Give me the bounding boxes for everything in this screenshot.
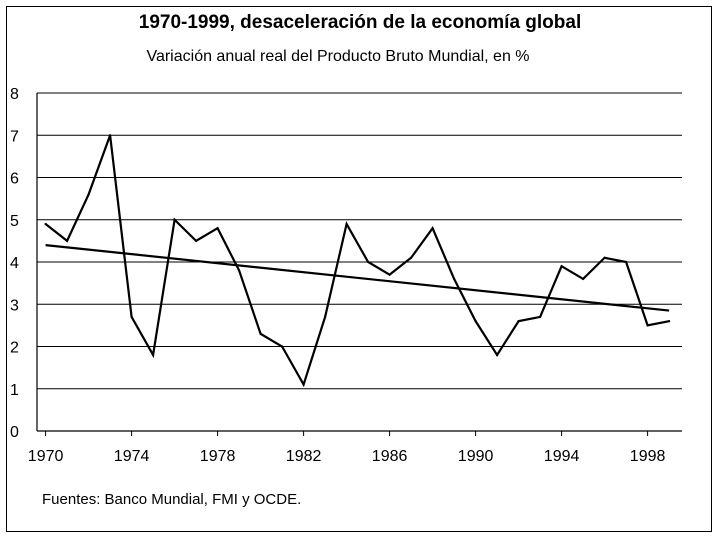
x-tick-label: 1998 xyxy=(630,448,666,465)
chart-subtitle: Variación anual real del Producto Bruto … xyxy=(146,48,530,65)
y-tick-label: 7 xyxy=(10,128,19,145)
data-point xyxy=(410,256,413,259)
data-point xyxy=(87,193,90,196)
data-point xyxy=(603,256,606,259)
y-tick-label: 4 xyxy=(10,255,19,272)
x-tick-labels: 1970 1974 1978 1982 1986 1990 1994 1998 xyxy=(28,448,666,465)
data-point xyxy=(216,227,219,230)
data-point xyxy=(582,277,585,280)
data-point xyxy=(130,315,133,319)
data-point xyxy=(539,315,542,319)
data-point xyxy=(560,265,563,268)
data-point xyxy=(668,320,671,323)
x-tick-label: 1970 xyxy=(28,448,64,465)
data-point xyxy=(281,345,284,348)
data-point xyxy=(453,277,456,280)
data-point xyxy=(345,222,348,226)
data-point xyxy=(431,227,434,230)
grid-lines xyxy=(37,92,682,390)
data-point xyxy=(388,273,391,276)
chart-frame xyxy=(6,6,712,532)
data-point xyxy=(238,269,241,272)
x-tick-label: 1978 xyxy=(200,448,236,465)
x-tick-label: 1982 xyxy=(286,448,322,465)
series-group xyxy=(44,134,671,388)
y-tick-label: 8 xyxy=(10,86,19,103)
data-point xyxy=(496,353,499,357)
data-point xyxy=(195,239,198,242)
series-line-gdp-growth xyxy=(44,134,670,388)
data-point xyxy=(302,383,305,386)
data-point xyxy=(474,320,477,323)
y-tick-label: 6 xyxy=(10,171,19,188)
axes xyxy=(36,93,682,436)
data-point xyxy=(625,260,628,264)
data-point xyxy=(646,324,649,327)
data-point xyxy=(66,239,69,242)
series-line-trend xyxy=(45,244,670,312)
data-point xyxy=(44,222,47,226)
y-tick-label: 5 xyxy=(10,213,19,230)
x-tick-label: 1974 xyxy=(114,448,150,465)
data-point xyxy=(324,315,327,319)
data-point xyxy=(152,353,155,357)
y-tick-labels: 0 1 2 3 4 5 6 7 8 xyxy=(10,86,19,441)
chart-title: 1970-1999, desaceleración de la economía… xyxy=(138,12,582,33)
x-tick-label: 1986 xyxy=(372,448,408,465)
y-tick-label: 1 xyxy=(10,382,19,399)
data-point xyxy=(173,218,176,221)
y-tick-label: 2 xyxy=(10,340,19,357)
y-tick-label: 0 xyxy=(10,424,19,441)
y-tick-label: 3 xyxy=(10,297,19,314)
x-tick-label: 1994 xyxy=(544,448,580,465)
data-point xyxy=(259,332,262,335)
data-point xyxy=(517,320,520,323)
data-point xyxy=(367,260,370,264)
x-tick-label: 1990 xyxy=(458,448,494,465)
data-point xyxy=(109,134,112,137)
source-note: Fuentes: Banco Mundial, FMI y OCDE. xyxy=(42,491,302,508)
